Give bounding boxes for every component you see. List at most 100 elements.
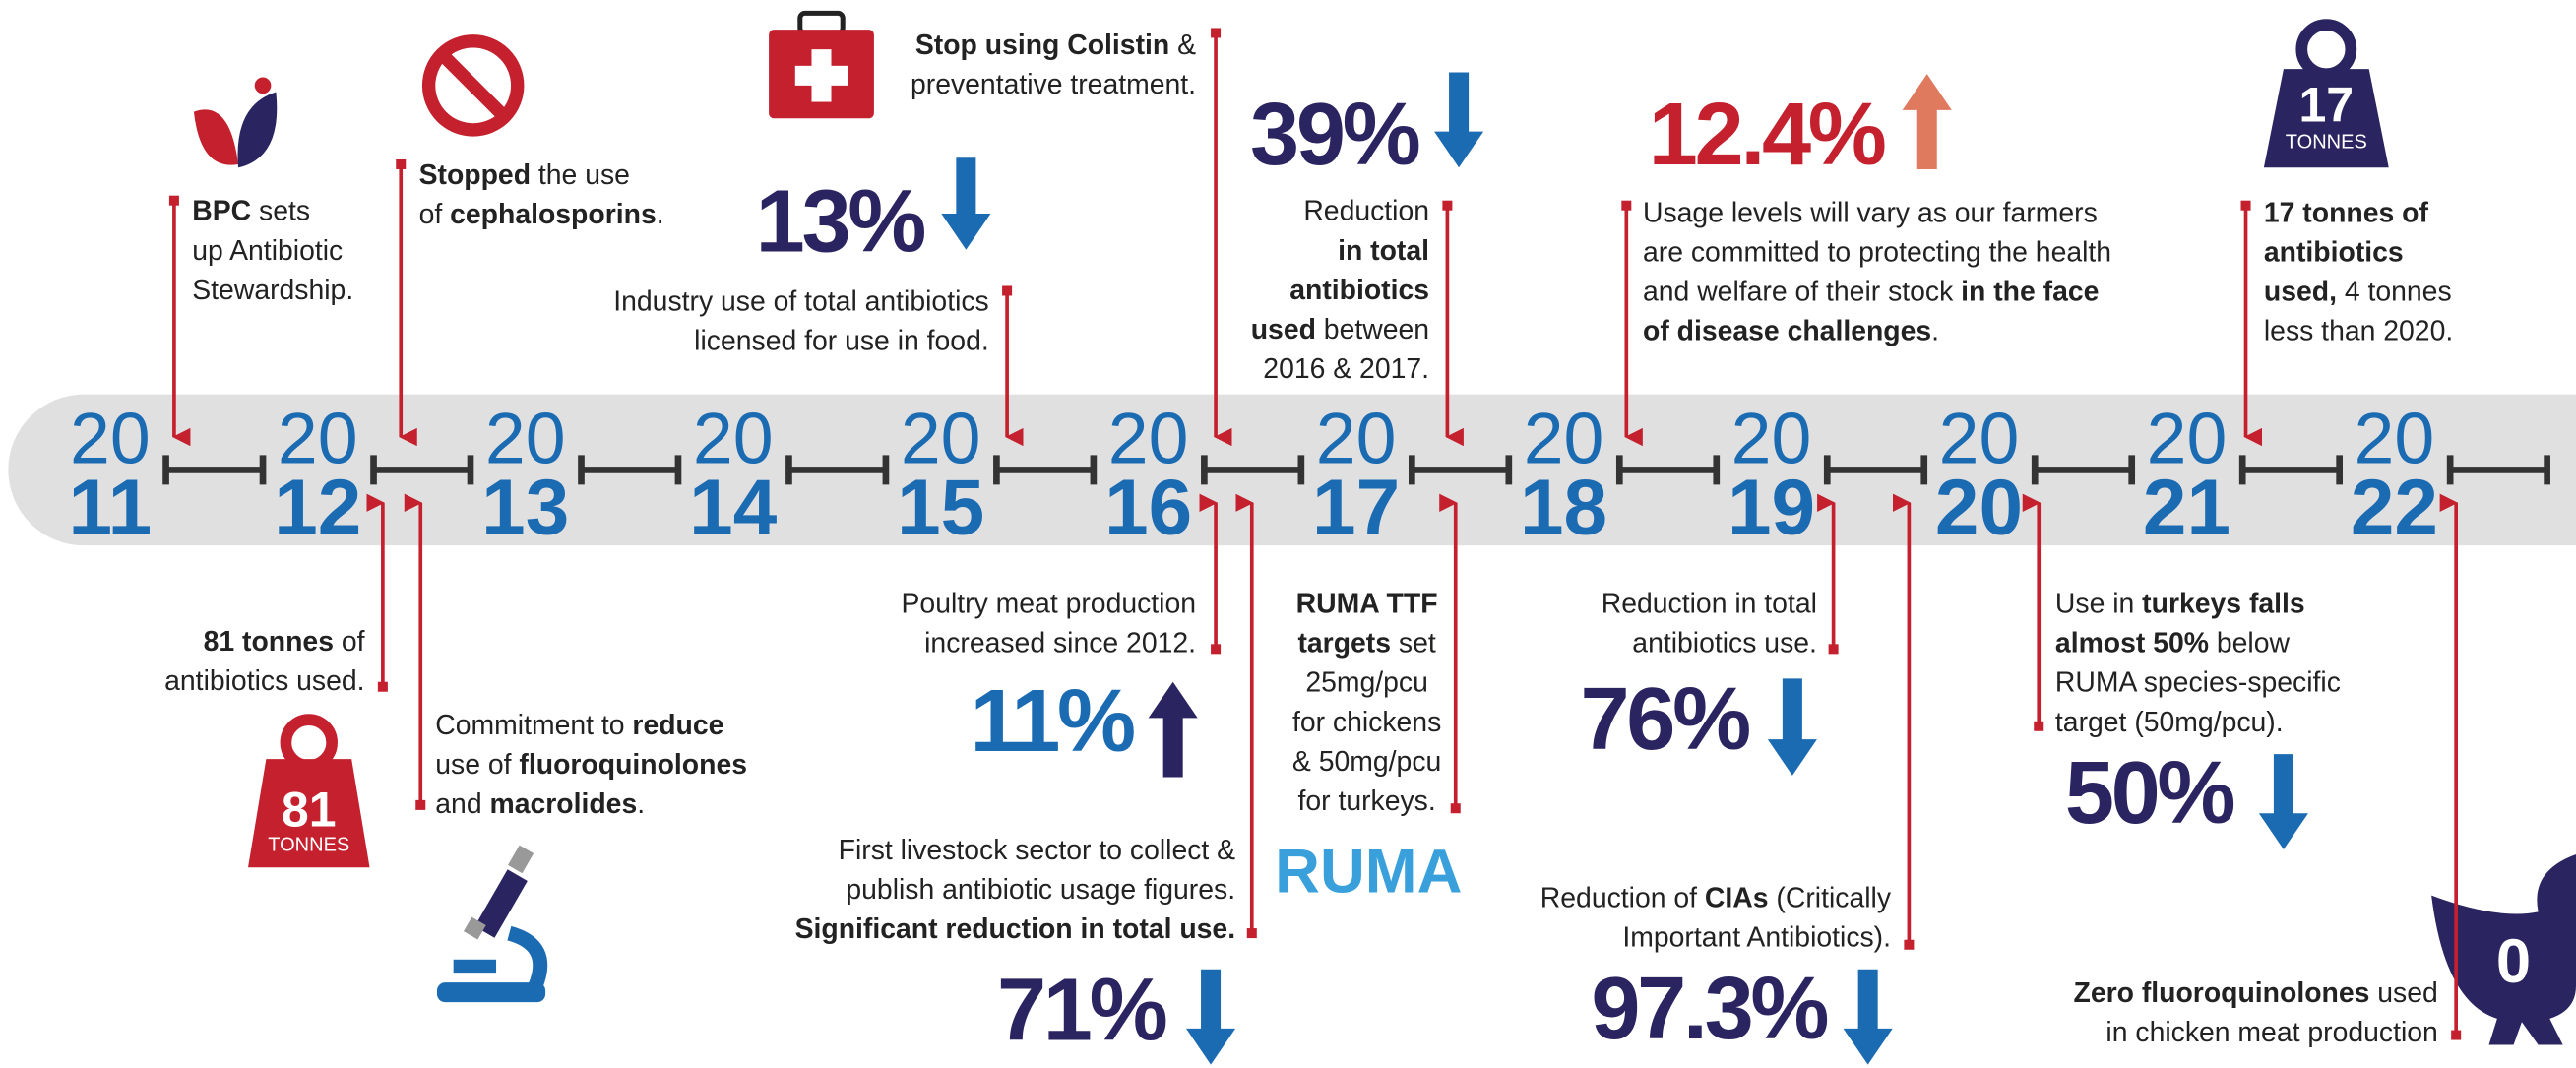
annotation-text: .: [657, 199, 664, 230]
annotation-line: antibiotics: [1289, 275, 1429, 306]
annotation-text: Reduction of: [1540, 882, 1705, 913]
year-bottom: 21: [2143, 463, 2230, 551]
annotation-text: use of: [435, 749, 519, 781]
annotation-line: Usage levels will vary as our farmers: [1643, 197, 2098, 228]
stat-value: 76%: [1581, 669, 1750, 769]
annotation-text: below: [2209, 628, 2290, 660]
annotation-line: RUMA species-specific: [2055, 667, 2341, 699]
pointer-dot: [1904, 940, 1914, 950]
annotation-line: for turkeys.: [1297, 785, 1435, 817]
annotation-line: and macrolides.: [435, 788, 645, 820]
prohibited-icon: [429, 41, 518, 130]
annotation-text: used: [2369, 977, 2437, 1009]
annotation-text: 81 tonnes: [204, 626, 334, 658]
annotation-line: preventative treatment.: [911, 69, 1196, 100]
year-bottom: 12: [274, 463, 361, 551]
stat-arrow: [1186, 970, 1235, 1065]
annotation-text: for chickens: [1292, 707, 1441, 738]
annotation-text: 17 tonnes of: [2264, 197, 2429, 228]
chicken-icon: 0: [2431, 854, 2576, 1045]
annotation-text: between: [1316, 314, 1429, 346]
annotation-line: Reduction: [1303, 196, 1429, 227]
weight-number: 17: [2298, 78, 2354, 133]
weight-icon-81: 81 TONNES: [248, 720, 370, 867]
annotation-text: reduce: [632, 710, 723, 741]
annotation-text: almost 50%: [2055, 628, 2209, 660]
annotation-text: licensed for use in food.: [694, 326, 989, 357]
annotation-text: cephalosporins: [450, 199, 657, 230]
pointer-dot: [1829, 644, 1839, 654]
ruma-logo: RUMA: [1275, 837, 1462, 906]
annotation-line: of cephalosporins.: [419, 199, 664, 230]
stat-arrow: [2259, 754, 2308, 849]
year-bottom: 19: [1728, 463, 1815, 551]
chicken-number: 0: [2496, 927, 2531, 996]
annotation-text: in the face: [1961, 277, 2099, 308]
annotation-line: Important Antibiotics).: [1622, 921, 1891, 953]
annotation-text: Commitment to: [435, 710, 632, 741]
annotation-line: licensed for use in food.: [694, 326, 989, 357]
annotation-text: used,: [2264, 277, 2337, 308]
annotation-text: less than 2020.: [2264, 316, 2453, 347]
annotation-line: use of fluoroquinolones: [435, 749, 747, 781]
annotation-text: are committed to protecting the health: [1643, 236, 2111, 268]
annotation-text: in total: [1338, 235, 1429, 267]
annotation-text: preventative treatment.: [911, 69, 1196, 100]
annotation-text: of: [419, 199, 451, 230]
pointer-dot: [1211, 28, 1221, 37]
annotation-line: up Antibiotic: [192, 235, 343, 267]
annotation-text: RUMA TTF: [1296, 589, 1438, 620]
annotation-line: in total: [1338, 235, 1429, 267]
annotation-line: Stopped the use: [419, 159, 630, 191]
annotation-line: Reduction of CIAs (Critically: [1540, 882, 1892, 913]
year-bottom: 22: [2351, 463, 2438, 551]
year-bottom: 20: [1935, 463, 2023, 551]
stat-arrow: [1844, 970, 1893, 1065]
stat-arrow: [1434, 73, 1483, 168]
year-bottom: 13: [481, 463, 569, 551]
annotation-text: Reduction: [1303, 196, 1429, 227]
annotation-text: CIAs: [1705, 882, 1769, 913]
annotation-text: antibiotics: [2264, 236, 2404, 268]
stat-value: 71%: [997, 961, 1166, 1060]
weight-unit: TONNES: [2286, 131, 2367, 153]
annotation-text: Important Antibiotics).: [1622, 921, 1891, 953]
annotation-line: publish antibiotic usage figures.: [846, 874, 1235, 906]
annotation-line: 81 tonnes of: [204, 626, 365, 658]
pointer-dot: [2451, 1031, 2461, 1040]
weight-number: 81: [282, 783, 337, 838]
annotation-text: turkeys falls: [2142, 589, 2305, 620]
stat-value: 50%: [2065, 743, 2234, 843]
stat-arrow: [1149, 682, 1198, 778]
year-bottom: 16: [1104, 463, 1192, 551]
annotation-line: used between: [1251, 314, 1429, 346]
bpc-logo: [194, 78, 277, 168]
annotation-text: of: [334, 626, 365, 658]
stat-value: 11%: [970, 671, 1134, 771]
annotation-line: used, 4 tonnes: [2264, 277, 2452, 308]
annotation-line: target (50mg/pcu).: [2055, 707, 2284, 738]
stat-arrow: [1768, 678, 1817, 775]
annotation-text: 4 tonnes: [2337, 277, 2452, 308]
annotation-text: and welfare of their stock: [1643, 277, 1961, 308]
annotation-text: the use: [531, 159, 630, 191]
annotation-text: of disease challenges: [1643, 316, 1931, 347]
annotation-text: .: [637, 788, 645, 820]
annotation-text: target (50mg/pcu).: [2055, 707, 2284, 738]
annotation-line: Poultry meat production: [902, 589, 1197, 620]
annotation-text: publish antibiotic usage figures.: [846, 874, 1235, 906]
annotation-text: antibiotics used.: [164, 665, 364, 697]
year-bottom: 18: [1520, 463, 1607, 551]
page: 17 TONNES 81 TONNES RUMA 0 2011201220132…: [0, 0, 2576, 1068]
infographic: 17 TONNES 81 TONNES RUMA 0 2011201220132…: [0, 0, 2576, 1068]
annotation-text: &: [1169, 30, 1196, 61]
annotation-text: Significant reduction in total use.: [795, 913, 1235, 945]
annotation-line: & 50mg/pcu: [1292, 746, 1441, 778]
annotation-text: and: [435, 788, 489, 820]
annotation-line: almost 50% below: [2055, 628, 2291, 660]
year-bottom: 17: [1312, 463, 1400, 551]
year-bottom: 15: [897, 463, 984, 551]
annotation-text: .: [1931, 316, 1939, 347]
annotation-line: Zero fluoroquinolones used: [2074, 977, 2438, 1009]
pointer-dot: [1621, 201, 1631, 211]
